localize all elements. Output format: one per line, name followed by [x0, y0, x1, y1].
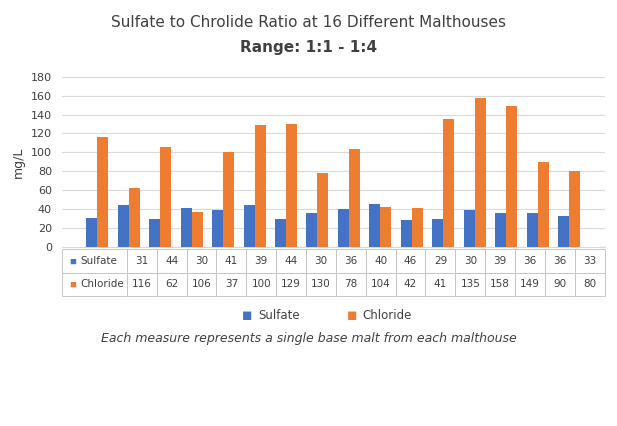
Text: 44: 44	[284, 256, 298, 266]
Bar	[401, 220, 412, 247]
Bar	[506, 106, 517, 247]
Text: 100: 100	[251, 279, 271, 289]
Text: 135: 135	[460, 279, 480, 289]
Text: 106: 106	[192, 279, 212, 289]
Bar	[463, 210, 474, 247]
Text: 129: 129	[281, 279, 301, 289]
Bar	[349, 149, 360, 247]
Bar	[86, 218, 97, 247]
Text: 158: 158	[490, 279, 510, 289]
Text: 62: 62	[165, 279, 178, 289]
Bar	[474, 98, 486, 247]
Bar	[275, 219, 286, 247]
Text: 37: 37	[225, 279, 238, 289]
Bar	[149, 219, 160, 247]
Text: 80: 80	[583, 279, 596, 289]
Bar	[380, 207, 391, 247]
Text: 78: 78	[344, 279, 357, 289]
Text: 104: 104	[371, 279, 391, 289]
Text: Each measure represents a single base malt from each malthouse: Each measure represents a single base ma…	[101, 332, 516, 345]
Text: 41: 41	[434, 279, 447, 289]
Bar	[433, 219, 443, 247]
Bar	[569, 171, 580, 247]
Bar	[318, 173, 328, 247]
Bar	[160, 147, 172, 247]
Bar	[412, 208, 423, 247]
Text: 30: 30	[464, 256, 477, 266]
Bar	[286, 124, 297, 247]
Bar	[526, 213, 537, 247]
Bar	[370, 204, 380, 247]
Text: 46: 46	[404, 256, 417, 266]
Bar	[118, 205, 129, 247]
Text: 39: 39	[255, 256, 268, 266]
Text: Sulfate: Sulfate	[80, 256, 117, 266]
Text: ◼: ◼	[242, 309, 252, 322]
Text: ◼: ◼	[347, 309, 357, 322]
Text: Chloride: Chloride	[363, 309, 412, 322]
Text: 30: 30	[195, 256, 208, 266]
Bar	[212, 210, 223, 247]
Text: 42: 42	[404, 279, 417, 289]
Bar	[255, 125, 265, 247]
Bar	[129, 188, 140, 247]
Text: 30: 30	[315, 256, 328, 266]
Bar	[443, 119, 454, 247]
Text: 130: 130	[311, 279, 331, 289]
Text: 36: 36	[523, 256, 537, 266]
Bar	[558, 216, 569, 247]
Text: 39: 39	[494, 256, 507, 266]
Bar	[338, 209, 349, 247]
Text: Range: 1:1 - 1:4: Range: 1:1 - 1:4	[240, 40, 377, 55]
Bar	[537, 162, 549, 247]
Text: ◼: ◼	[70, 280, 77, 289]
Bar	[307, 213, 318, 247]
Text: 44: 44	[165, 256, 178, 266]
Bar	[97, 137, 109, 247]
Text: Chloride: Chloride	[80, 279, 123, 289]
Text: Sulfate: Sulfate	[258, 309, 299, 322]
Bar	[223, 153, 234, 247]
Bar	[181, 208, 192, 247]
Bar	[244, 205, 255, 247]
Text: 90: 90	[553, 279, 566, 289]
Text: 29: 29	[434, 256, 447, 266]
Text: 36: 36	[344, 256, 357, 266]
Text: 116: 116	[132, 279, 152, 289]
Text: 40: 40	[374, 256, 387, 266]
Bar	[192, 212, 203, 247]
Text: 31: 31	[135, 256, 149, 266]
Y-axis label: mg/L: mg/L	[12, 146, 25, 178]
Text: 36: 36	[553, 256, 566, 266]
Text: 33: 33	[583, 256, 597, 266]
Text: Sulfate to Chrolide Ratio at 16 Different Malthouses: Sulfate to Chrolide Ratio at 16 Differen…	[111, 15, 506, 30]
Text: 41: 41	[225, 256, 238, 266]
Text: ◼: ◼	[70, 256, 77, 265]
Bar	[495, 213, 506, 247]
Text: 149: 149	[520, 279, 540, 289]
